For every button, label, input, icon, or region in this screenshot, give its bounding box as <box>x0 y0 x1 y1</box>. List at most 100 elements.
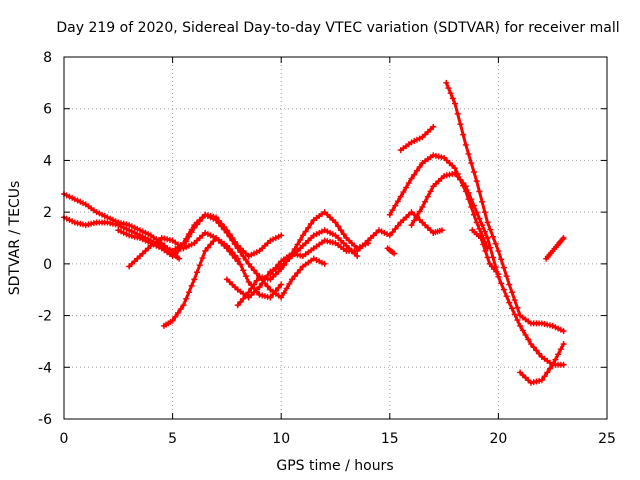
data-point-marker <box>242 273 249 280</box>
data-point-marker <box>204 244 211 251</box>
data-point-marker <box>321 227 328 234</box>
data-series <box>61 79 567 386</box>
data-point-marker <box>443 79 450 86</box>
data-point-marker <box>498 256 505 263</box>
data-point-marker <box>392 202 399 209</box>
data-point-marker <box>289 276 296 283</box>
data-point-marker <box>457 121 464 128</box>
data-point-marker <box>253 270 260 277</box>
data-point-marker <box>473 178 480 185</box>
data-point-marker <box>392 225 399 232</box>
data-point-marker <box>470 202 477 209</box>
data-point-marker <box>305 224 312 231</box>
data-point-marker <box>223 242 230 249</box>
data-point-marker <box>375 227 382 234</box>
series-track-5 <box>160 235 285 329</box>
data-point-marker <box>468 160 475 167</box>
series-track-7 <box>234 255 328 309</box>
data-point-marker <box>538 377 545 384</box>
data-point-marker <box>549 322 556 329</box>
data-point-marker <box>424 193 431 200</box>
data-point-marker <box>118 223 125 230</box>
data-point-marker <box>80 200 87 207</box>
y-tick-label: 0 <box>43 257 52 273</box>
data-point-marker <box>172 313 179 320</box>
data-point-marker <box>416 135 423 142</box>
data-point-marker <box>560 361 567 368</box>
data-point-marker <box>234 255 241 262</box>
x-tick-label: 25 <box>598 431 616 447</box>
data-point-marker <box>560 341 567 348</box>
data-point-marker <box>275 284 282 291</box>
data-point-marker <box>508 289 515 296</box>
data-point-marker <box>123 225 130 232</box>
data-point-marker <box>335 223 342 230</box>
data-point-marker <box>237 249 244 256</box>
data-point-marker <box>183 244 190 251</box>
data-point-marker <box>495 271 502 278</box>
data-point-marker <box>131 224 138 231</box>
data-point-marker <box>462 183 469 190</box>
data-point-marker <box>63 215 70 222</box>
data-point-marker <box>207 214 214 221</box>
data-point-marker <box>188 241 195 248</box>
x-tick-label: 15 <box>381 431 399 447</box>
data-point-marker <box>536 350 543 357</box>
data-point-marker <box>261 280 268 287</box>
data-point-marker <box>478 235 485 241</box>
data-point-marker <box>199 255 206 262</box>
data-point-marker <box>202 211 209 218</box>
data-point-marker <box>560 328 567 335</box>
data-point-marker <box>489 233 496 240</box>
data-point-marker <box>354 253 361 260</box>
data-point-marker <box>476 215 483 222</box>
data-point-marker <box>384 231 391 238</box>
y-tick-label: -6 <box>38 412 52 428</box>
y-tick-label: 2 <box>43 205 52 221</box>
data-point-marker <box>313 256 320 263</box>
data-point-marker <box>278 281 285 288</box>
data-point-marker <box>267 237 274 244</box>
data-point-marker <box>482 247 489 254</box>
data-point-marker <box>134 225 141 232</box>
data-point-marker <box>324 228 331 235</box>
data-point-marker <box>422 198 429 205</box>
data-point-marker <box>188 282 195 289</box>
data-point-marker <box>176 255 183 262</box>
data-point-marker <box>340 231 347 238</box>
data-point-marker <box>185 233 192 240</box>
series-track-14 <box>384 245 398 257</box>
data-point-marker <box>251 267 258 274</box>
data-point-marker <box>226 245 233 252</box>
data-point-marker <box>503 293 510 300</box>
data-point-marker <box>270 236 277 243</box>
y-tick-label: 4 <box>43 153 52 169</box>
data-point-marker <box>557 346 564 353</box>
data-point-marker <box>278 232 285 239</box>
series-track-15 <box>517 341 567 386</box>
data-point-marker <box>413 213 420 220</box>
data-point-marker <box>552 356 559 363</box>
series-track-2 <box>61 211 285 260</box>
data-point-marker <box>484 254 491 261</box>
data-point-marker <box>479 222 486 229</box>
data-point-marker <box>291 273 298 280</box>
plot-frame <box>63 56 608 420</box>
data-point-marker <box>229 249 236 256</box>
data-point-marker <box>294 241 301 248</box>
data-point-marker <box>403 184 410 191</box>
data-point-marker <box>313 231 320 238</box>
series-track-13 <box>430 227 445 236</box>
data-point-marker <box>180 302 187 309</box>
data-point-marker <box>394 198 401 205</box>
data-point-marker <box>96 210 103 217</box>
data-point-marker <box>457 176 464 183</box>
data-point-marker <box>120 229 127 236</box>
data-point-marker <box>527 341 534 348</box>
data-point-marker <box>514 317 521 324</box>
data-point-marker <box>479 198 486 205</box>
data-point-marker <box>476 225 483 232</box>
data-point-marker <box>69 194 76 201</box>
data-point-marker <box>69 218 76 225</box>
data-point-marker <box>302 228 309 235</box>
